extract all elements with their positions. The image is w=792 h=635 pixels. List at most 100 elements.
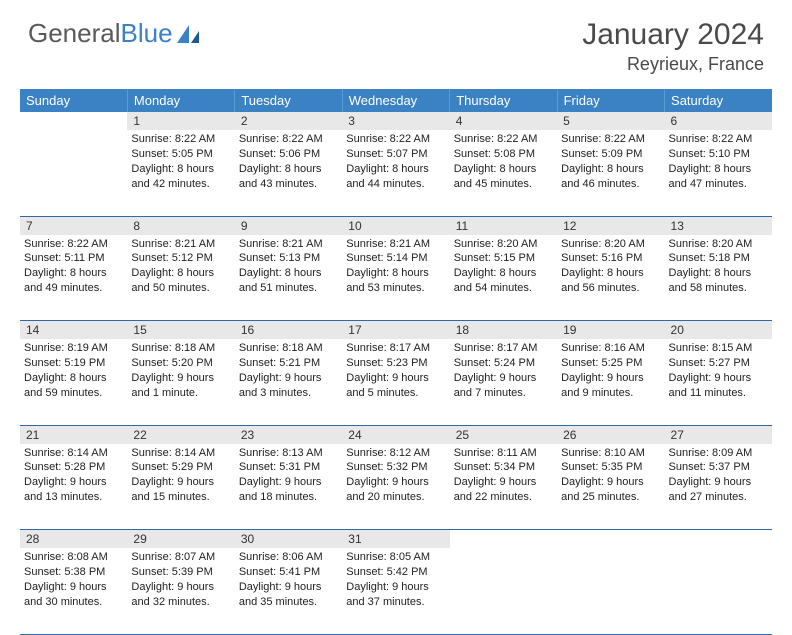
day-detail-line: Daylight: 8 hours bbox=[24, 371, 123, 386]
day-detail-line: and 49 minutes. bbox=[24, 281, 123, 296]
day-number: 7 bbox=[20, 217, 127, 235]
day-detail-line: Sunrise: 8:17 AM bbox=[346, 341, 445, 356]
day-cell: Sunrise: 8:06 AMSunset: 5:41 PMDaylight:… bbox=[235, 548, 342, 613]
day-cell: Sunrise: 8:16 AMSunset: 5:25 PMDaylight:… bbox=[557, 339, 664, 404]
day-detail-line: Sunrise: 8:18 AM bbox=[131, 341, 230, 356]
day-detail-line: Sunset: 5:08 PM bbox=[454, 147, 553, 162]
logo-text-2: Blue bbox=[121, 18, 173, 49]
day-number: 20 bbox=[665, 321, 772, 339]
daynum-row: 14151617181920 bbox=[20, 321, 772, 340]
day-detail-line: Daylight: 9 hours bbox=[239, 475, 338, 490]
day-detail-line: Daylight: 8 hours bbox=[131, 266, 230, 281]
day-detail-line: and 20 minutes. bbox=[346, 490, 445, 505]
day-cell: Sunrise: 8:22 AMSunset: 5:10 PMDaylight:… bbox=[665, 130, 772, 195]
day-detail-line: Sunset: 5:23 PM bbox=[346, 356, 445, 371]
day-cell: Sunrise: 8:22 AMSunset: 5:11 PMDaylight:… bbox=[20, 235, 127, 300]
day-detail-line: Daylight: 9 hours bbox=[669, 371, 768, 386]
day-number: 21 bbox=[20, 426, 127, 444]
day-cell: Sunrise: 8:11 AMSunset: 5:34 PMDaylight:… bbox=[450, 444, 557, 509]
day-detail-line: Daylight: 9 hours bbox=[24, 580, 123, 595]
day-detail-line: Sunrise: 8:13 AM bbox=[239, 446, 338, 461]
day-cell bbox=[665, 548, 772, 554]
day-number: 23 bbox=[235, 426, 342, 444]
day-detail-line: Sunset: 5:34 PM bbox=[454, 460, 553, 475]
day-number: 12 bbox=[557, 217, 664, 235]
day-number: 3 bbox=[342, 112, 449, 130]
weekday-header: Monday bbox=[127, 89, 234, 112]
day-detail-line: and 37 minutes. bbox=[346, 595, 445, 610]
day-detail-line: Sunrise: 8:20 AM bbox=[561, 237, 660, 252]
day-detail-line: Sunset: 5:19 PM bbox=[24, 356, 123, 371]
day-detail-line: and 1 minute. bbox=[131, 386, 230, 401]
content-row: Sunrise: 8:08 AMSunset: 5:38 PMDaylight:… bbox=[20, 548, 772, 634]
day-detail-line: Sunrise: 8:22 AM bbox=[346, 132, 445, 147]
day-number: 29 bbox=[127, 530, 234, 548]
day-detail-line: Sunrise: 8:10 AM bbox=[561, 446, 660, 461]
content-row: Sunrise: 8:14 AMSunset: 5:28 PMDaylight:… bbox=[20, 444, 772, 530]
day-detail-line: Sunrise: 8:16 AM bbox=[561, 341, 660, 356]
day-detail-line: Sunrise: 8:11 AM bbox=[454, 446, 553, 461]
day-cell: Sunrise: 8:19 AMSunset: 5:19 PMDaylight:… bbox=[20, 339, 127, 404]
day-number bbox=[450, 530, 557, 534]
day-detail-line: Sunrise: 8:22 AM bbox=[669, 132, 768, 147]
day-cell: Sunrise: 8:07 AMSunset: 5:39 PMDaylight:… bbox=[127, 548, 234, 613]
daynum-row: 123456 bbox=[20, 112, 772, 130]
day-detail-line: Sunset: 5:16 PM bbox=[561, 251, 660, 266]
day-detail-line: Sunrise: 8:22 AM bbox=[239, 132, 338, 147]
day-detail-line: Daylight: 8 hours bbox=[346, 162, 445, 177]
day-detail-line: Sunset: 5:11 PM bbox=[24, 251, 123, 266]
day-detail-line: Sunset: 5:35 PM bbox=[561, 460, 660, 475]
day-number: 26 bbox=[557, 426, 664, 444]
day-cell: Sunrise: 8:08 AMSunset: 5:38 PMDaylight:… bbox=[20, 548, 127, 613]
day-detail-line: Sunset: 5:42 PM bbox=[346, 565, 445, 580]
day-cell: Sunrise: 8:22 AMSunset: 5:05 PMDaylight:… bbox=[127, 130, 234, 195]
day-detail-line: and 45 minutes. bbox=[454, 177, 553, 192]
day-cell: Sunrise: 8:18 AMSunset: 5:20 PMDaylight:… bbox=[127, 339, 234, 404]
day-number: 11 bbox=[450, 217, 557, 235]
day-number: 10 bbox=[342, 217, 449, 235]
day-detail-line: Daylight: 8 hours bbox=[561, 162, 660, 177]
day-detail-line: Sunrise: 8:20 AM bbox=[669, 237, 768, 252]
day-number: 30 bbox=[235, 530, 342, 548]
day-number: 31 bbox=[342, 530, 449, 548]
day-number: 14 bbox=[20, 321, 127, 339]
day-cell: Sunrise: 8:21 AMSunset: 5:13 PMDaylight:… bbox=[235, 235, 342, 300]
day-detail-line: Sunrise: 8:06 AM bbox=[239, 550, 338, 565]
day-number: 16 bbox=[235, 321, 342, 339]
day-number bbox=[665, 530, 772, 534]
day-detail-line: Daylight: 8 hours bbox=[561, 266, 660, 281]
day-number: 6 bbox=[665, 112, 772, 130]
day-cell: Sunrise: 8:20 AMSunset: 5:18 PMDaylight:… bbox=[665, 235, 772, 300]
day-cell: Sunrise: 8:14 AMSunset: 5:28 PMDaylight:… bbox=[20, 444, 127, 509]
day-detail-line: Daylight: 9 hours bbox=[239, 580, 338, 595]
day-detail-line: Daylight: 8 hours bbox=[131, 162, 230, 177]
day-detail-line: Daylight: 9 hours bbox=[131, 475, 230, 490]
day-detail-line: Sunset: 5:29 PM bbox=[131, 460, 230, 475]
day-number bbox=[557, 530, 664, 534]
content-row: Sunrise: 8:22 AMSunset: 5:05 PMDaylight:… bbox=[20, 130, 772, 216]
weekday-header: Thursday bbox=[450, 89, 557, 112]
day-cell: Sunrise: 8:13 AMSunset: 5:31 PMDaylight:… bbox=[235, 444, 342, 509]
day-number: 22 bbox=[127, 426, 234, 444]
daynum-row: 78910111213 bbox=[20, 216, 772, 235]
location: Reyrieux, France bbox=[582, 54, 764, 75]
day-detail-line: Sunset: 5:15 PM bbox=[454, 251, 553, 266]
day-detail-line: and 32 minutes. bbox=[131, 595, 230, 610]
logo: GeneralBlue bbox=[28, 18, 201, 49]
day-number: 15 bbox=[127, 321, 234, 339]
day-cell: Sunrise: 8:22 AMSunset: 5:09 PMDaylight:… bbox=[557, 130, 664, 195]
day-cell: Sunrise: 8:17 AMSunset: 5:23 PMDaylight:… bbox=[342, 339, 449, 404]
day-detail-line: Sunset: 5:12 PM bbox=[131, 251, 230, 266]
day-cell: Sunrise: 8:09 AMSunset: 5:37 PMDaylight:… bbox=[665, 444, 772, 509]
day-detail-line: and 50 minutes. bbox=[131, 281, 230, 296]
day-cell: Sunrise: 8:14 AMSunset: 5:29 PMDaylight:… bbox=[127, 444, 234, 509]
day-detail-line: Sunset: 5:06 PM bbox=[239, 147, 338, 162]
day-detail-line: Sunset: 5:14 PM bbox=[346, 251, 445, 266]
day-cell: Sunrise: 8:22 AMSunset: 5:08 PMDaylight:… bbox=[450, 130, 557, 195]
day-detail-line: and 43 minutes. bbox=[239, 177, 338, 192]
day-detail-line: Sunrise: 8:05 AM bbox=[346, 550, 445, 565]
day-detail-line: Daylight: 8 hours bbox=[669, 162, 768, 177]
day-detail-line: Daylight: 8 hours bbox=[454, 162, 553, 177]
content-row: Sunrise: 8:22 AMSunset: 5:11 PMDaylight:… bbox=[20, 235, 772, 321]
day-detail-line: and 44 minutes. bbox=[346, 177, 445, 192]
